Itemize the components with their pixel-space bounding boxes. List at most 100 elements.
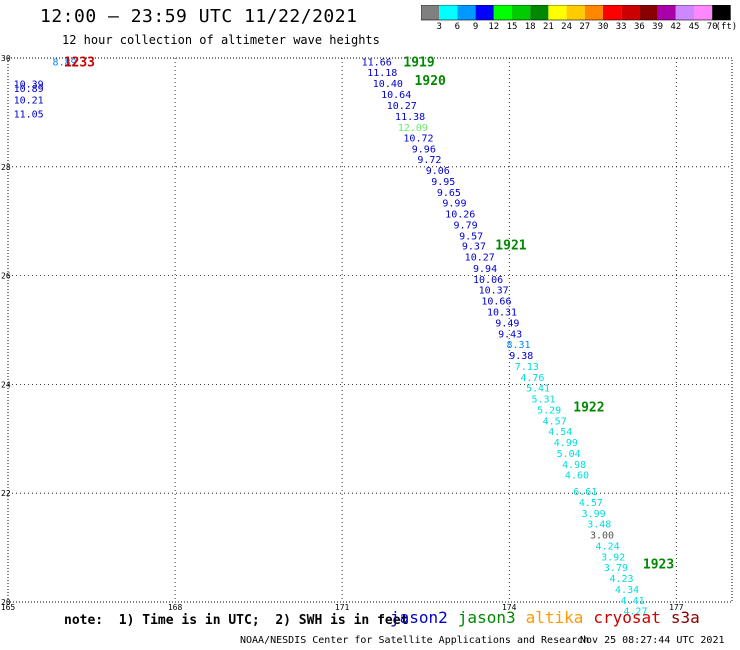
wave-height-label: 9.72 — [417, 155, 441, 166]
colorbar-swatch — [675, 5, 694, 20]
x-tick-label: 171 — [335, 603, 350, 612]
wave-height-label: 3.99 — [582, 509, 606, 520]
wave-height-label: 10.64 — [381, 90, 411, 101]
colorbar-swatch — [512, 5, 531, 20]
chart-title: 12:00 – 23:59 UTC 11/22/2021 — [40, 6, 358, 27]
colorbar-swatch — [493, 5, 512, 20]
wave-height-label: 10.72 — [403, 133, 433, 144]
wave-height-label: 9.94 — [473, 264, 497, 275]
x-tick-label: 165 — [1, 603, 16, 612]
wave-height-label: 9.38 — [509, 351, 533, 362]
wave-height-label: 8.31 — [506, 340, 530, 351]
y-tick-label: 28 — [1, 163, 11, 172]
colorbar-swatch — [457, 5, 476, 20]
colorbar-tick-label: 12 — [488, 22, 500, 32]
colorbar-tick-label: 45 — [688, 22, 700, 32]
time-annotation: 1233 — [64, 55, 95, 70]
wave-height-label: 5.04 — [557, 449, 581, 460]
wave-height-label: 3.48 — [587, 520, 611, 531]
colorbar-swatch — [584, 5, 603, 20]
time-annotation: 1922 — [573, 401, 604, 416]
wave-height-label: 9.43 — [498, 329, 522, 340]
wave-height-label: 10.27 — [387, 101, 417, 112]
time-annotation: 1921 — [495, 239, 526, 254]
wave-height-label: 5.41 — [526, 384, 550, 395]
wave-height-label: 7.13 — [515, 362, 539, 373]
wave-height-label: 4.57 — [579, 498, 603, 509]
credit-text: NOAA/NESDIS Center for Satellite Applica… — [240, 635, 590, 646]
y-tick-label: 30 — [1, 54, 11, 63]
satellite-legend-item: cryosat — [593, 608, 661, 627]
chart-subtitle: 12 hour collection of altimeter wave hei… — [62, 33, 380, 47]
timestamp-text: Nov 25 08:27:44 UTC 2021 — [580, 635, 725, 646]
colorbar-tick-label: 21 — [542, 22, 554, 32]
colorbar-tick-label: 39 — [652, 22, 664, 32]
x-tick-label: 177 — [669, 603, 684, 612]
time-annotation: 1920 — [415, 74, 446, 89]
wave-height-label: 4.57 — [543, 416, 567, 427]
wave-height-label: 11.18 — [367, 68, 397, 79]
wave-height-label: 8.89 — [53, 57, 77, 68]
satellite-legend-item: altika — [525, 608, 584, 627]
colorbar-swatch — [621, 5, 640, 20]
wave-height-label: 5.31 — [532, 395, 556, 406]
wave-height-label: 9.06 — [426, 166, 450, 177]
wave-height-label: 3.79 — [604, 563, 628, 574]
colorbar-tick-label: 70 — [706, 22, 718, 32]
colorbar — [421, 5, 731, 21]
wave-height-label: 9.37 — [462, 242, 486, 253]
colorbar-tick-label: 9 — [472, 22, 479, 32]
wave-height-label: 6.61 — [573, 487, 597, 498]
colorbar-tick-label: 27 — [579, 22, 591, 32]
wave-height-label: 4.27 — [623, 607, 647, 618]
colorbar-tick-label: 18 — [524, 22, 536, 32]
wave-height-label: 10.31 — [487, 308, 517, 319]
time-annotation: 1919 — [403, 55, 434, 70]
wave-height-label: 9.65 — [437, 188, 461, 199]
colorbar-swatch — [603, 5, 622, 20]
note-text: note: 1) Time is in UTC; 2) SWH is in fe… — [64, 613, 409, 628]
wave-height-label: 11.05 — [14, 109, 44, 120]
wave-height-label: 10.40 — [373, 79, 403, 90]
colorbar-swatch — [712, 5, 731, 20]
colorbar-tick-label: 24 — [561, 22, 573, 32]
wave-height-label: 10.37 — [479, 286, 509, 297]
wave-height-label: 4.24 — [596, 541, 620, 552]
wave-height-label: 4.98 — [562, 460, 586, 471]
wave-height-label: 9.57 — [459, 231, 483, 242]
wave-height-label: 10.21 — [14, 95, 44, 106]
colorbar-swatch — [421, 5, 440, 20]
satellite-legend: jason2 jason3 altika cryosat s3a — [390, 608, 710, 627]
wave-height-label: 4.60 — [565, 471, 589, 482]
wave-height-label: 5.29 — [537, 405, 561, 416]
x-tick-label: 174 — [502, 603, 517, 612]
colorbar-swatch — [439, 5, 458, 20]
colorbar-swatch — [548, 5, 567, 20]
colorbar-tick-label: 36 — [633, 22, 645, 32]
wave-height-label: 9.79 — [454, 220, 478, 231]
wave-height-label: 9.95 — [431, 177, 455, 188]
colorbar-tick-label: 6 — [454, 22, 461, 32]
x-tick-label: 168 — [168, 603, 183, 612]
y-tick-label: 26 — [1, 272, 11, 281]
colorbar-ticks: 3 6 9 12 15 18 21 24 27 30 33 36 39 42 45 70 (ft) — [421, 22, 737, 34]
colorbar-tick-label: 42 — [670, 22, 682, 32]
colorbar-swatch — [639, 5, 658, 20]
wave-height-label: 11.66 — [362, 57, 392, 68]
wave-height-label: 9.99 — [442, 199, 466, 210]
colorbar-tick-label: 33 — [615, 22, 627, 32]
colorbar-swatch — [530, 5, 549, 20]
wave-height-label: 4.54 — [548, 427, 572, 438]
plot-frame — [7, 57, 733, 603]
satellite-legend-item: s3a — [670, 608, 700, 627]
colorbar-tick-label: 15 — [506, 22, 518, 32]
colorbar-tick-label: (ft) — [715, 22, 738, 32]
wave-height-label: 10.27 — [465, 253, 495, 264]
wave-height-label: 3.92 — [601, 552, 625, 563]
colorbar-swatch — [475, 5, 494, 20]
wave-height-label: 4.23 — [609, 574, 633, 585]
wave-height-label: 11.38 — [395, 112, 425, 123]
time-annotation: 1923 — [643, 557, 674, 572]
wave-height-label: 10.06 — [473, 275, 503, 286]
